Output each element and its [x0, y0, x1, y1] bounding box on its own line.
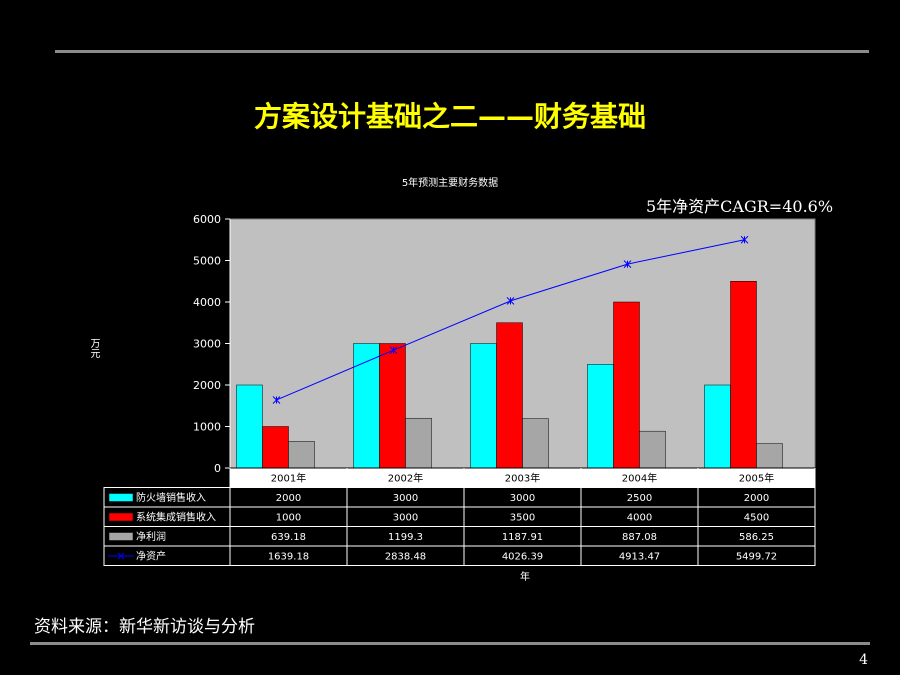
- y-tick-label: 1000: [193, 421, 221, 434]
- net-assets-point-2004年: [623, 260, 632, 268]
- x-tick-label: 2002年: [388, 472, 423, 485]
- net-assets-point-2001年: [272, 396, 281, 404]
- x-tick-label: 2003年: [505, 472, 540, 485]
- data-label-1-4: 2500: [627, 493, 652, 504]
- legend-key-3: [108, 532, 134, 541]
- net-assets-point-2003年: [506, 297, 515, 305]
- x-tick-label: 2001年: [271, 472, 306, 485]
- bar-3-2005年: [756, 443, 783, 469]
- data-label-4-1: 1639.18: [268, 552, 309, 563]
- table-row-1: [103, 487, 816, 508]
- x-tick-label: 2005年: [739, 472, 774, 485]
- legend-key-2: [108, 512, 134, 522]
- y-tick-label: 3000: [193, 338, 221, 351]
- y-tick-label: 0: [214, 462, 221, 475]
- cagr-annotation: 5年净资产CAGR=40.6%: [646, 197, 834, 216]
- bar-3-2004年: [639, 430, 666, 469]
- data-label-1-1: 2000: [276, 493, 301, 504]
- legend-label-1: 防火墙销售收入: [136, 491, 206, 504]
- bar-3-2002年: [405, 417, 432, 469]
- data-label-1-2: 3000: [393, 493, 418, 504]
- source-note: 资料来源：新华新访谈与分析: [34, 617, 255, 637]
- legend-key-1: [108, 493, 134, 502]
- data-label-3-1: 639.18: [271, 532, 306, 543]
- net-assets-point-2002年: [389, 346, 398, 355]
- bar-2-2001年: [262, 426, 289, 469]
- bottom-rule: [30, 642, 870, 645]
- bar-1-2005年: [704, 384, 731, 469]
- net-assets-point-2005年: [740, 235, 749, 244]
- bar-3-2003年: [522, 418, 549, 469]
- legend-label-2: 系统集成销售收入: [136, 511, 216, 524]
- table-row-3: [103, 526, 816, 547]
- y-axis-label: 万元: [88, 338, 99, 358]
- bar-1-2001年: [236, 384, 263, 469]
- data-label-2-3: 3500: [510, 513, 535, 524]
- data-label-4-4: 4913.47: [619, 552, 660, 563]
- legend-key-marker: [117, 552, 125, 560]
- table-row-4: [103, 545, 816, 566]
- bar-2-2002年: [379, 343, 406, 469]
- bar-3-2001年: [288, 441, 315, 469]
- data-label-3-5: 586.25: [739, 532, 774, 543]
- y-tick-label: 5000: [193, 255, 221, 268]
- data-label-2-2: 3000: [393, 513, 418, 524]
- legend-label-4: 净资产: [136, 550, 166, 563]
- data-label-4-5: 5499.72: [736, 552, 777, 563]
- data-label-3-2: 1199.3: [388, 532, 423, 543]
- legend-label-3: 净利润: [136, 530, 166, 543]
- y-tick-label: 4000: [193, 296, 221, 309]
- data-label-3-3: 1187.91: [502, 532, 543, 543]
- slide-title: 方案设计基础之二——财务基础: [253, 100, 646, 133]
- y-tick-label: 2000: [193, 379, 221, 392]
- data-label-2-5: 4500: [744, 513, 769, 524]
- data-label-4-2: 2838.48: [385, 552, 426, 563]
- x-axis-label: 年: [520, 572, 530, 583]
- bar-1-2003年: [470, 343, 497, 469]
- x-tick-label: 2004年: [622, 472, 657, 485]
- data-label-4-3: 4026.39: [502, 552, 543, 563]
- data-label-1-5: 2000: [744, 493, 769, 504]
- data-label-2-1: 1000: [276, 513, 301, 524]
- top-rule: [55, 50, 869, 53]
- bar-2-2005年: [730, 281, 757, 469]
- page-number: 4: [859, 652, 868, 668]
- chart-title: 5年预测主要财务数据: [401, 178, 499, 189]
- bar-1-2004年: [587, 364, 614, 469]
- bar-2-2004年: [613, 301, 640, 469]
- data-label-1-3: 3000: [510, 493, 535, 504]
- bar-2-2003年: [496, 322, 523, 469]
- data-label-3-4: 887.08: [622, 532, 657, 543]
- y-tick-label: 6000: [193, 213, 221, 226]
- data-label-2-4: 4000: [627, 513, 652, 524]
